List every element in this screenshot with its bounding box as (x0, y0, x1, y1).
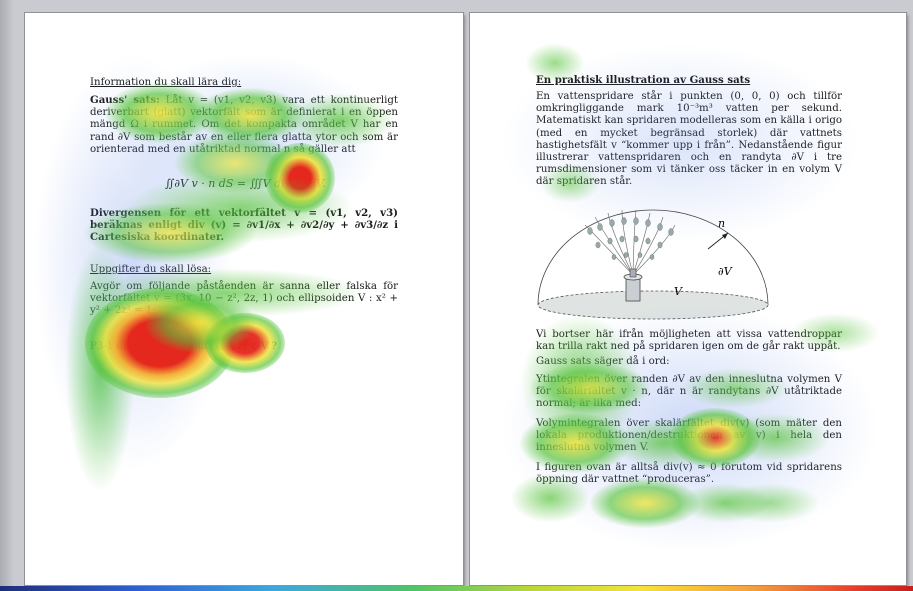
heatmap-color-scale (0, 586, 913, 591)
viewer-left-edge (0, 0, 14, 591)
heading-tasks: Uppgifter du skall lösa: (90, 264, 212, 275)
paragraph-volume-integral: Volymintegralen över skalärfältet div(v)… (536, 418, 842, 454)
paragraph-surface-integral: Ytintegralen över randen ∂V av den innes… (536, 374, 842, 410)
paragraph-task: Avgör om följande påståenden är sanna el… (90, 281, 398, 317)
fig-label-boundary: ∂V (718, 265, 733, 278)
document-page-left[interactable]: Information du skall lära dig: Gauss' sa… (25, 13, 463, 585)
gauss-theorem-label: Gauss' sats: (90, 94, 160, 106)
paragraph-gauss-words: Gauss sats säger då i ord: (536, 356, 670, 367)
formula-gauss: ∬∂V v · n dS = ∭V div(v) dV. (165, 177, 326, 190)
heading-information: Information du skall lära dig: (90, 77, 242, 88)
paragraph-gauss-theorem: Gauss' sats: Låt v = (v1, v2, v3) vara e… (90, 94, 398, 156)
paragraph-sprinkler: En vattenspridare står i punkten (0, 0, … (536, 91, 842, 188)
fig-label-volume: V (674, 285, 683, 298)
paragraph-droplets: Vi bortser här ifrån möjligheten att vis… (536, 329, 842, 353)
sprinkler-figure: n ∂V V (537, 209, 769, 320)
statement-p3-1: P3-1 div(v) > 0 för alla (x, y, z) ∈ V ? (90, 341, 277, 352)
paragraph-conclusion: I figuren ovan är alltså div(v) ≈ 0 föru… (536, 462, 842, 486)
document-page-right[interactable]: En praktisk illustration av Gauss sats E… (470, 13, 906, 585)
paragraph-divergence: Divergensen för ett vektorfältet v = (v1… (90, 207, 398, 244)
fig-label-n: n (718, 217, 725, 230)
heading-illustration: En praktisk illustration av Gauss sats (536, 74, 751, 86)
